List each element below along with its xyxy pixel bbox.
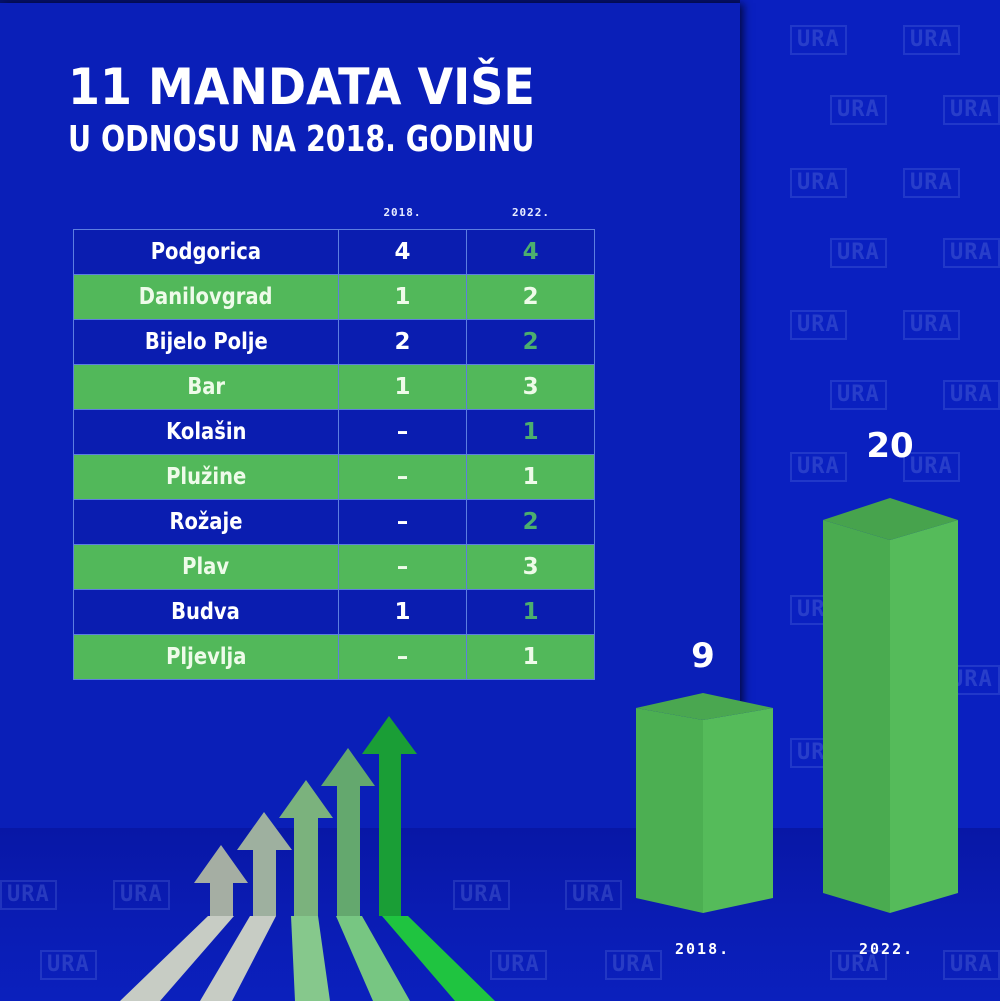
title-line-2: U ODNOSU NA 2018. GODINU (68, 119, 535, 160)
watermark: URA (790, 168, 847, 198)
watermark: URA (790, 25, 847, 55)
value-2018: – (337, 544, 468, 590)
watermark: URA (903, 168, 960, 198)
value-2018: – (337, 499, 468, 545)
value-2022: 3 (466, 544, 595, 590)
value-2018: 2 (337, 319, 468, 365)
watermark: URA (830, 238, 887, 268)
watermark: URA (830, 95, 887, 125)
watermark: URA (565, 880, 622, 910)
city-cell: Kolašin (73, 409, 339, 455)
value-2022: 3 (466, 364, 595, 410)
value-2018: 4 (337, 229, 468, 275)
city-cell: Pljevlja (73, 634, 339, 680)
watermark: URA (0, 880, 57, 910)
watermark: URA (943, 380, 1000, 410)
table-row: Bijelo Polje 2 2 (73, 319, 595, 365)
watermark: URA (943, 95, 1000, 125)
city-cell: Podgorica (73, 229, 339, 275)
watermark: URA (790, 452, 847, 482)
growth-arrows-icon (120, 716, 495, 1001)
watermark: URA (903, 25, 960, 55)
table-row: Podgorica 4 4 (73, 229, 595, 275)
table-row: Plužine – 1 (73, 454, 595, 500)
value-2022: 2 (466, 499, 595, 545)
value-2022: 2 (466, 274, 595, 320)
table-row: Pljevlja – 1 (73, 634, 595, 680)
value-2022: 1 (466, 589, 595, 635)
city-cell: Bar (73, 364, 339, 410)
value-2022: 2 (466, 319, 595, 365)
bar-label-2018: 2018. (675, 940, 731, 958)
city-cell: Rožaje (73, 499, 339, 545)
top-edge (0, 0, 1000, 3)
page-title: 11 MANDATA VIŠE U ODNOSU NA 2018. GODINU (68, 58, 608, 162)
bar-value-2022: 20 (866, 426, 914, 466)
city-cell: Plav (73, 544, 339, 590)
watermark: URA (903, 310, 960, 340)
mandates-table: Podgorica 4 4 Danilovgrad 1 2 Bijelo Pol… (73, 229, 595, 680)
value-2022: 4 (466, 229, 595, 275)
value-2018: – (337, 409, 468, 455)
city-cell: Bijelo Polje (73, 319, 339, 365)
watermark: URA (113, 880, 170, 910)
value-2018: – (337, 634, 468, 680)
watermark: URA (830, 380, 887, 410)
title-line-1: 11 MANDATA VIŠE (68, 58, 535, 116)
table-row: Bar 1 3 (73, 364, 595, 410)
watermark: URA (943, 950, 1000, 980)
bar-2018 (636, 693, 773, 913)
value-2018: 1 (337, 274, 468, 320)
bar-2022 (823, 498, 958, 913)
city-cell: Budva (73, 589, 339, 635)
city-cell: Danilovgrad (73, 274, 339, 320)
watermark: URA (943, 238, 1000, 268)
column-header-2022: 2022. (511, 206, 551, 219)
column-header-2018: 2018. (383, 206, 422, 219)
value-2018: – (337, 454, 468, 500)
table-row: Rožaje – 2 (73, 499, 595, 545)
watermark: URA (40, 950, 97, 980)
value-2022: 1 (466, 634, 595, 680)
value-2022: 1 (466, 454, 595, 500)
watermark: URA (490, 950, 547, 980)
table-row: Danilovgrad 1 2 (73, 274, 595, 320)
bar-value-2018: 9 (691, 636, 715, 676)
value-2022: 1 (466, 409, 595, 455)
watermark: URA (790, 310, 847, 340)
watermark: URA (453, 880, 510, 910)
table-row: Kolašin – 1 (73, 409, 595, 455)
table-row: Budva 1 1 (73, 589, 595, 635)
bar-label-2022: 2022. (859, 940, 915, 958)
value-2018: 1 (337, 364, 468, 410)
city-cell: Plužine (73, 454, 339, 500)
watermark: URA (830, 950, 887, 980)
table-row: Plav – 3 (73, 544, 595, 590)
watermark: URA (605, 950, 662, 980)
watermark: URA (903, 452, 960, 482)
